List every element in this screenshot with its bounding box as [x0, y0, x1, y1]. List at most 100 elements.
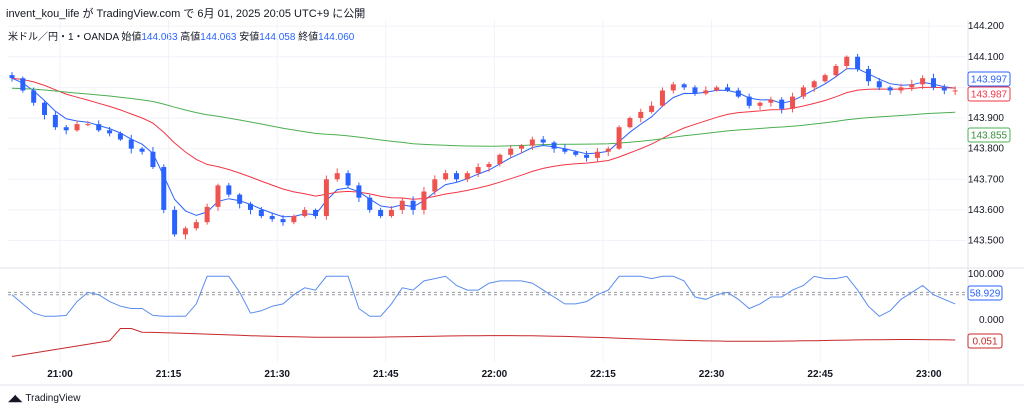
candle-body: [811, 81, 817, 88]
candle-body: [269, 216, 275, 220]
candle-body: [399, 200, 405, 210]
candle-body: [410, 200, 416, 210]
symbol-name[interactable]: 米ドル／円・1・OANDA: [8, 32, 119, 43]
candle-body: [659, 90, 665, 106]
candle-body: [139, 148, 145, 152]
published-text: に公開: [332, 8, 366, 20]
candle-body: [519, 145, 525, 149]
low-label: 安値: [239, 32, 260, 43]
candle-body: [486, 163, 492, 168]
candle-body: [638, 111, 644, 119]
candle-body: [605, 148, 611, 152]
osc-value-tag-box: [967, 285, 1003, 301]
candle-body: [670, 84, 676, 91]
candle-body: [280, 219, 286, 223]
candle-body: [800, 87, 806, 97]
site-name[interactable]: TradingView.com: [96, 8, 181, 20]
candle-body: [594, 151, 600, 158]
candle-body: [161, 167, 167, 210]
candle-body: [63, 127, 69, 131]
price-tags: 143.997 143.987 143.855 58.929 0.051: [967, 71, 1011, 349]
osc-tick-label: 0.000: [979, 315, 1004, 326]
ma-fast-price-tag: 143.997: [971, 75, 1008, 86]
candle-body: [909, 84, 915, 88]
tradingview-logo[interactable]: ◢◣ TradingView: [8, 393, 80, 404]
candle-body: [649, 105, 655, 112]
candle-body: [356, 185, 362, 198]
moving-averages: [11, 68, 956, 218]
osc-value-tag: 58.929: [970, 289, 1001, 300]
candle-body: [562, 148, 568, 152]
candle-body: [421, 191, 427, 210]
time-tick-label: 23:00: [916, 369, 942, 380]
osc2-value-tag: 0.051: [972, 337, 997, 348]
candle-body: [42, 102, 48, 115]
ma-slow-price-tag-box: [967, 127, 1011, 143]
candle-body: [627, 118, 633, 128]
candle-body: [367, 197, 373, 210]
candle-body: [779, 99, 785, 109]
by-particle: が: [82, 8, 94, 20]
last-price-tag: 143.987: [971, 90, 1008, 101]
candle-body: [226, 185, 232, 195]
price-tick-label: 144.100: [968, 52, 1005, 63]
candle-body: [443, 173, 449, 180]
ma-mid-line: [11, 77, 956, 200]
publish-header: invent_kou_life が TradingView.com で 6月 0…: [6, 5, 365, 21]
time-tick-label: 21:30: [264, 369, 290, 380]
candle-body: [52, 114, 58, 128]
candle-body: [117, 133, 123, 140]
candle-body: [334, 173, 340, 180]
price-axis[interactable]: 144.200144.100144.000143.900143.800143.7…: [968, 21, 1005, 326]
candle-body: [920, 78, 926, 85]
candle-body: [703, 90, 709, 94]
close-value: 144.060: [318, 32, 355, 43]
candle-body: [865, 69, 871, 82]
open-label: 始値: [121, 32, 142, 43]
candle-body: [833, 65, 839, 76]
price-tick-label: 143.800: [968, 144, 1005, 155]
time-axis[interactable]: 21:00 21:15 21:30 21:45 22:00 22:15 22:30 22:45…: [47, 369, 942, 380]
price-tick-label: 143.900: [968, 113, 1005, 124]
candle-body: [74, 124, 80, 131]
candle-body: [378, 209, 384, 217]
candle-body: [551, 142, 557, 149]
candle-body: [464, 173, 470, 180]
username[interactable]: invent_kou_life: [6, 8, 80, 20]
candle-body: [757, 102, 763, 106]
candle-body: [746, 96, 752, 106]
candle-body: [302, 209, 308, 217]
candle-body: [107, 130, 113, 134]
price-tick-label: 143.500: [968, 236, 1005, 247]
at-particle: で: [183, 8, 195, 20]
candle-body: [692, 87, 698, 94]
candle-body: [182, 228, 188, 235]
candle-body: [735, 90, 741, 97]
ma-slow-price-tag: 143.855: [971, 131, 1008, 142]
candle-body: [31, 90, 37, 103]
grid: [0, 20, 1024, 386]
candle-body: [172, 209, 178, 235]
time-tick-label: 22:15: [590, 369, 616, 380]
time-tick-label: 21:00: [47, 369, 73, 380]
price-tick-label: 143.600: [968, 205, 1005, 216]
candle-body: [248, 203, 253, 210]
time-tick-label: 22:45: [807, 369, 833, 380]
last-price-tag-box: [967, 86, 1011, 102]
time-tick-label: 22:30: [699, 369, 725, 380]
time-tick-label: 21:15: [156, 369, 182, 380]
candle-body: [204, 206, 210, 223]
candle-body: [725, 87, 730, 91]
open-value: 144.063: [141, 32, 178, 43]
candle-body: [681, 84, 687, 88]
candle-body: [508, 148, 514, 155]
high-value: 144.063: [200, 32, 237, 43]
ma-fast-line: [11, 68, 956, 218]
candle-body: [258, 209, 264, 217]
candle-body: [345, 173, 351, 186]
candle-body: [855, 56, 861, 70]
tv-logo-icon: ◢◣: [8, 393, 22, 404]
candle-body: [85, 124, 91, 126]
candle-body: [616, 127, 622, 149]
